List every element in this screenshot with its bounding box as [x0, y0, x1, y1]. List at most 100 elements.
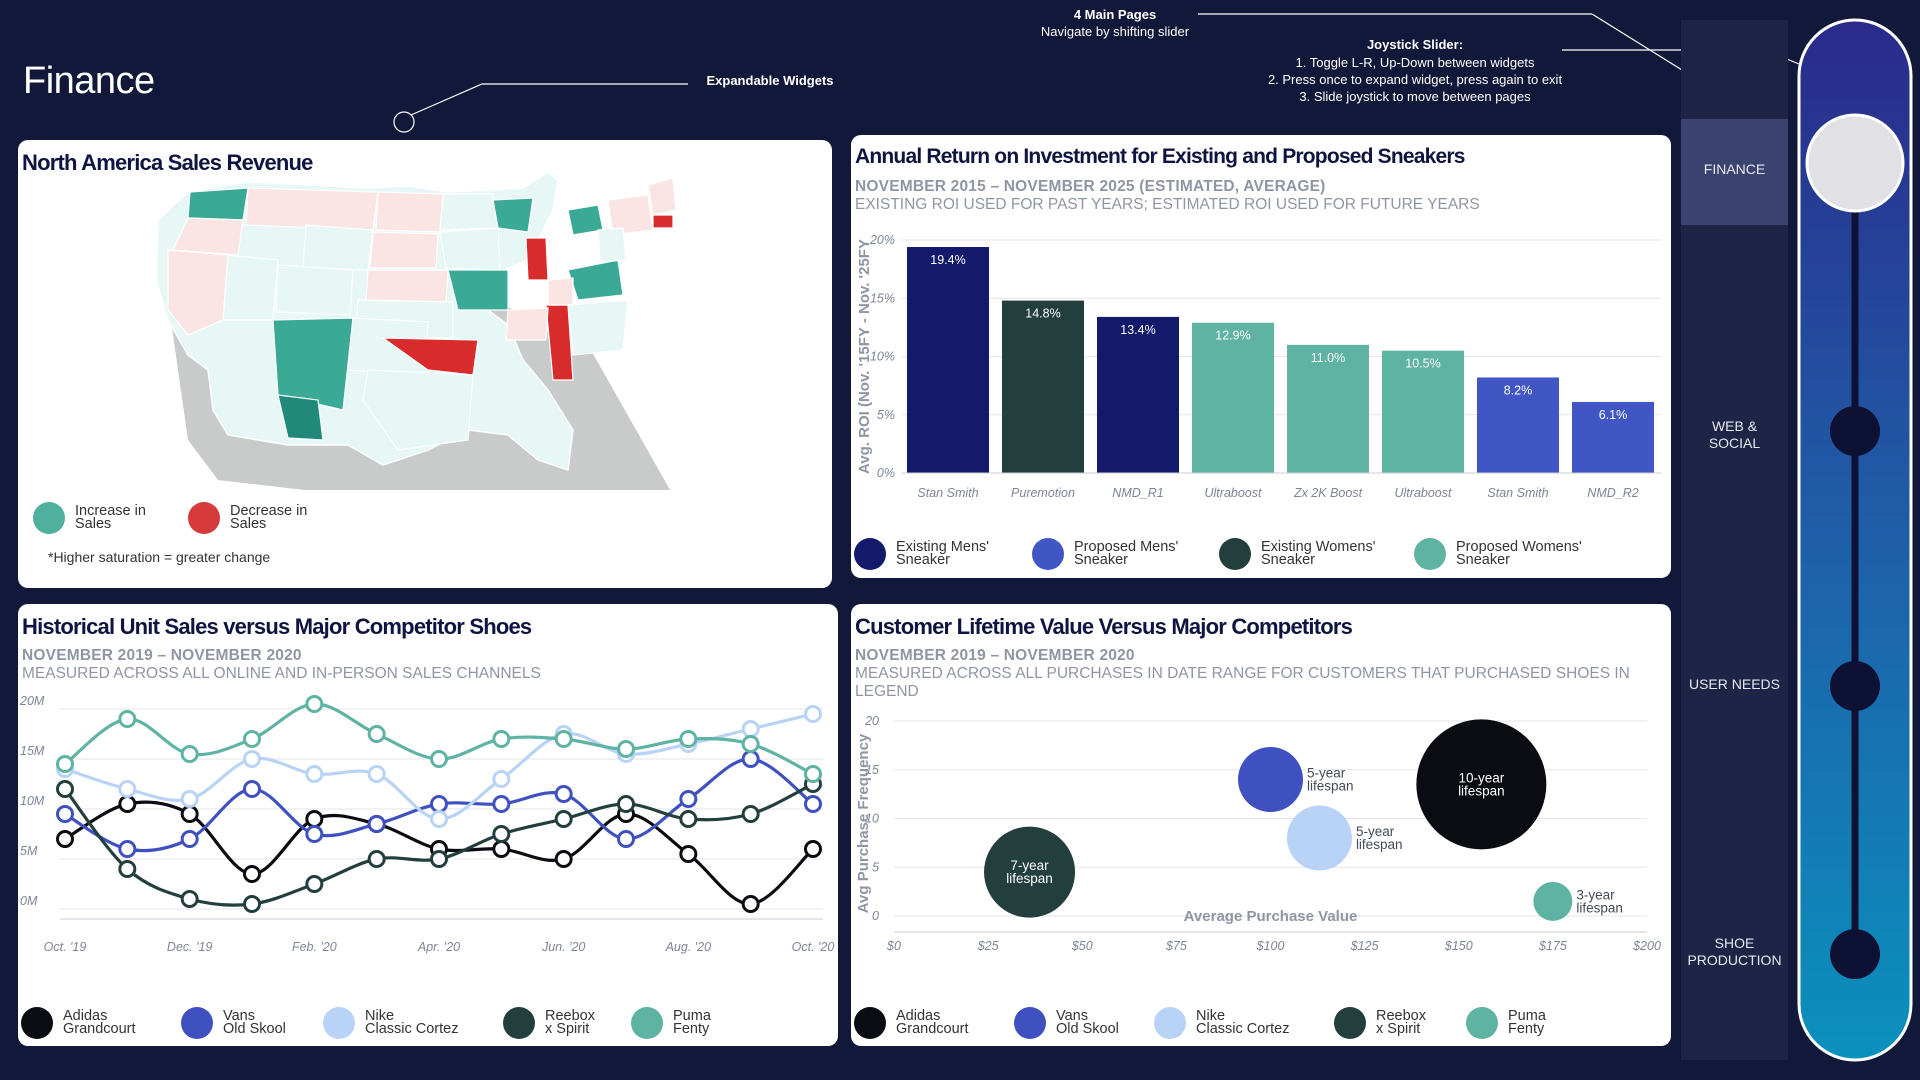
map-widget[interactable]: North America Sales Revenue — [18, 140, 832, 588]
clv-legend-item: Reebox x Spirit — [1334, 1007, 1426, 1039]
legend-label: Adidas Grandcourt — [63, 1008, 136, 1037]
units-widget-subtitle2: MEASURED ACROSS ALL ONLINE AND IN-PERSON… — [22, 665, 541, 682]
units-widget-title: Historical Unit Sales versus Major Compe… — [22, 614, 532, 639]
clv-legend-item: Vans Old Skool — [1014, 1007, 1119, 1039]
map-state-indiana — [525, 237, 549, 281]
roi-legend-item: Existing Womens' Sneaker — [1219, 538, 1376, 570]
map-state-virginia — [567, 259, 624, 301]
roi-bar — [1382, 350, 1464, 473]
legend-dot — [1334, 1007, 1366, 1039]
map-state-pennsylvania — [597, 227, 627, 263]
units-data-point — [243, 780, 261, 798]
roi-bar-label: 12.9% — [1215, 329, 1250, 343]
clv-widget[interactable]: Customer Lifetime Value Versus Major Com… — [851, 604, 1671, 1046]
units-data-point — [243, 730, 261, 748]
clv-bubble — [984, 826, 1076, 918]
roi-bar-chart: 0% 5% 10% 15% 20%Avg. ROI (Nov. '15FY - Nov.… — [856, 233, 1661, 500]
units-y-tick: 0M — [20, 894, 38, 908]
units-data-point — [492, 795, 511, 813]
map-state-north-dakota — [375, 191, 444, 233]
units-x-tick: Dec. '19 — [167, 940, 213, 954]
map-state-texas — [362, 369, 474, 451]
units-data-point — [180, 745, 199, 763]
clv-x-tick: $50 — [1071, 939, 1093, 953]
nav-item-web-social[interactable]: WEB & SOCIAL — [1708, 418, 1761, 451]
units-widget[interactable]: Historical Unit Sales versus Major Compe… — [18, 604, 838, 1046]
clv-bubble — [1416, 719, 1547, 850]
legend-label: Nike Classic Cortez — [365, 1008, 459, 1037]
units-data-point — [430, 810, 448, 828]
units-data-point — [492, 770, 511, 788]
roi-legend-item: Proposed Womens' Sneaker — [1414, 538, 1582, 570]
roi-category-label: Stan Smith — [917, 486, 978, 500]
map-state-connecticut — [652, 214, 674, 229]
legend-label: Proposed Mens' Sneaker — [1074, 539, 1179, 568]
roi-y-label: Avg. ROI (Nov. '15FY - Nov. '25FY — [856, 239, 873, 474]
units-data-point — [430, 750, 448, 768]
slider-knob — [1805, 113, 1905, 213]
units-data-point — [617, 830, 635, 848]
units-y-tick: 10M — [20, 794, 45, 808]
units-legend-item: Nike Classic Cortez — [323, 1007, 458, 1039]
roi-bar — [1572, 401, 1654, 473]
units-data-point — [804, 840, 822, 858]
clv-widget-subtitle: NOVEMBER 2019 – NOVEMBER 2020 — [855, 647, 1135, 664]
clv-x-tick: $200 — [1632, 939, 1661, 953]
legend-dot — [1032, 538, 1064, 570]
legend-dot — [1414, 538, 1446, 570]
clv-x-label: Average Purchase Value — [1184, 908, 1358, 925]
roi-bar — [1002, 300, 1084, 473]
legend-label: Reebox x Spirit — [1376, 1008, 1426, 1037]
units-data-point — [180, 790, 199, 808]
units-data-point — [554, 810, 573, 828]
units-data-point — [492, 825, 511, 843]
units-data-point — [305, 875, 324, 893]
map-state-california-north — [167, 249, 229, 336]
roi-bar-label: 10.5% — [1405, 357, 1440, 371]
nav-item-shoe-production[interactable]: SHOE PRODUCTION — [1687, 935, 1782, 968]
joystick-slider[interactable] — [1797, 18, 1913, 1062]
legend-dot — [181, 1007, 213, 1039]
clv-x-tick: $175 — [1538, 939, 1567, 953]
units-data-point — [180, 830, 199, 848]
annotation-marker-widgets — [393, 111, 415, 133]
annotation-leader-lines — [393, 13, 1853, 133]
us-sales-map — [155, 171, 677, 490]
clv-x-tick: $100 — [1256, 939, 1285, 953]
annotation-expandable-widgets: Expandable Widgets — [706, 73, 834, 88]
units-data-point — [367, 765, 386, 783]
annotation-joystick-title: Joystick Slider: — [1366, 37, 1464, 52]
roi-bar — [907, 246, 989, 473]
units-data-point — [118, 795, 137, 813]
map-state-south-dakota — [369, 231, 439, 269]
map-state-minnesota — [439, 193, 499, 231]
legend-dot — [1014, 1007, 1046, 1039]
nav-item-finance[interactable]: FINANCE — [1703, 161, 1766, 177]
units-data-point — [741, 805, 760, 823]
map-legend-increase: Increase in Sales — [33, 502, 146, 534]
units-data-point — [492, 840, 511, 858]
roi-bar — [1097, 316, 1179, 473]
roi-category-label: Stan SmithReloaded — [1487, 486, 1548, 500]
units-y-tick: 20M — [19, 694, 45, 708]
roi-category-label: Ultraboost20 — [1205, 486, 1262, 500]
legend-dot — [1466, 1007, 1498, 1039]
units-data-point — [741, 735, 760, 753]
nav-item-user-needs[interactable]: USER NEEDS — [1688, 676, 1781, 692]
map-state-arkansas-tn — [505, 307, 549, 341]
units-x-tick: Oct. '20 — [792, 940, 835, 954]
legend-label-decrease: Decrease in Sales — [230, 503, 308, 532]
roi-category-label: Zx 2K Boost — [1293, 486, 1363, 500]
units-x-tick: Aug. '20 — [665, 940, 712, 954]
units-data-point — [679, 730, 698, 748]
clv-bubble-label: 7-year lifespan — [1006, 858, 1053, 886]
map-state-kentucky — [547, 277, 574, 306]
clv-y-tick: 15 — [865, 763, 879, 777]
units-data-point — [243, 865, 261, 883]
map-state-new-england — [647, 177, 677, 216]
page-title: Finance — [23, 60, 155, 102]
units-y-tick: 5M — [20, 844, 38, 858]
units-data-point — [679, 790, 698, 808]
nav-active-highlight — [1681, 119, 1788, 225]
roi-widget[interactable]: Annual Return on Investment for Existing… — [851, 135, 1671, 578]
